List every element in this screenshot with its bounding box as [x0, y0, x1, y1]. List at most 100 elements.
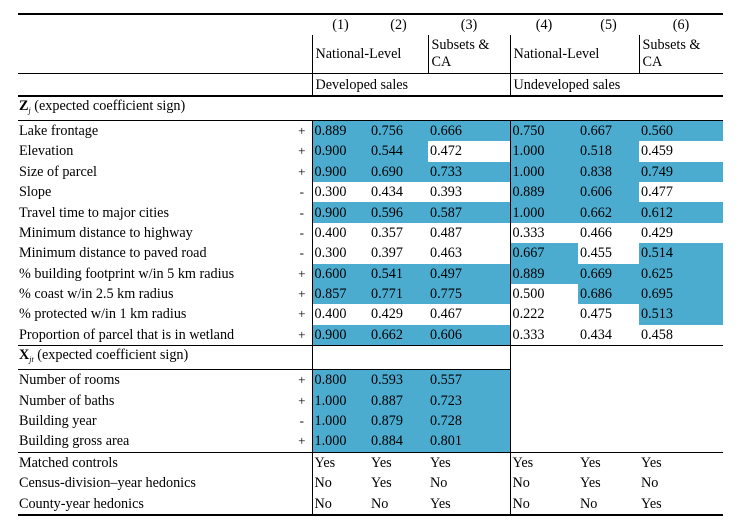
cell-value-col-6: 0.514 — [639, 243, 723, 264]
row-label: Number of baths — [19, 392, 115, 409]
cell-value-col-5: 0.455 — [580, 245, 612, 262]
footer-value-col-5: Yes — [580, 475, 601, 492]
cell-value-col-2: 0.690 — [369, 161, 428, 182]
cell-value-col-3: 0.393 — [430, 184, 462, 201]
footer-row: Matched controls Yes Yes Yes Yes Yes Yes — [18, 452, 723, 474]
undeveloped-sales-header: Undeveloped sales — [509, 73, 723, 97]
expected-sign: - — [299, 413, 304, 429]
expected-sign: - — [299, 245, 304, 261]
footer-value-col-6: Yes — [639, 493, 723, 516]
empty-cell — [578, 370, 639, 391]
z-row: % coast w/in 2.5 km radius +0.857 0.771 0.7… — [18, 283, 723, 305]
footer-value-col-3: No — [430, 475, 448, 492]
row-label: Size of parcel — [19, 163, 97, 180]
expected-sign: + — [292, 324, 312, 347]
expected-sign: + — [292, 431, 312, 453]
empty-cell — [578, 431, 639, 453]
empty-cell — [578, 411, 639, 431]
cell-value-col-3: 0.775 — [428, 283, 510, 305]
cell-value-col-6: 0.749 — [639, 161, 723, 182]
x-section-spacer-developed — [311, 345, 510, 371]
footer-value-col-2: No — [369, 493, 428, 516]
cell-value-col-5: 0.434 — [578, 324, 639, 347]
cell-value-col-3: 0.723 — [428, 390, 510, 411]
cell-value-col-1: 0.600 — [311, 263, 369, 284]
footer-value-col-6: No — [641, 475, 659, 492]
row-label: Number of rooms — [19, 372, 120, 389]
col-number-3: (3) — [428, 12, 510, 36]
cell-value-col-1: 0.900 — [311, 161, 369, 182]
cell-value-col-2: 0.884 — [369, 431, 428, 453]
cell-value-col-2: 0.879 — [369, 410, 428, 432]
empty-cell — [639, 411, 723, 431]
cell-value-col-2: 0.662 — [369, 324, 428, 347]
cell-value-col-1: 0.900 — [311, 202, 369, 223]
cell-value-col-3: 0.733 — [428, 161, 510, 182]
cell-value-col-5: 0.686 — [578, 283, 639, 305]
row-label: Building gross area — [18, 431, 292, 453]
footer-value-col-1: Yes — [311, 452, 369, 474]
subsets-header-2: Subsets & CA — [638, 35, 723, 75]
column-number-row: (1) (2) (3) (4) (5) (6) — [18, 12, 723, 36]
z-row: % protected w/in 1 km radius +0.400 0.429 0… — [18, 304, 723, 325]
empty-cell — [509, 431, 578, 453]
cell-value-col-3: 0.467 — [430, 306, 462, 323]
row-label: Matched controls — [19, 454, 118, 471]
expected-sign: + — [298, 143, 306, 159]
empty-cell — [639, 390, 723, 410]
cell-value-col-6: 0.459 — [641, 143, 673, 160]
row-label: % building footprint w/in 5 km radius — [19, 265, 235, 282]
cell-value-col-2: 0.357 — [371, 224, 403, 241]
cell-value-col-2: 0.756 — [369, 120, 428, 142]
footer-value-col-1: No — [311, 473, 369, 494]
x-section-label: Xjt (expected coefficient sign) — [18, 345, 312, 371]
national-level-header-1: National-Level — [311, 35, 428, 75]
z-row: Minimum distance to paved road -0.300 0.39… — [18, 243, 723, 264]
cell-value-col-2: 0.429 — [371, 306, 403, 323]
cell-value-col-2: 0.596 — [369, 202, 428, 223]
z-section-heading: Zj (expected coefficient sign) — [18, 95, 723, 121]
footer-value-col-4: No — [509, 493, 578, 516]
cell-value-col-6: 0.477 — [641, 184, 673, 201]
cell-value-col-3: 0.497 — [428, 263, 510, 284]
x-row: Number of baths +1.000 0.887 0.723 — [18, 390, 723, 411]
z-row: Travel time to major cities -0.900 0.596 0.… — [18, 202, 723, 223]
developed-sales-header: Developed sales — [311, 73, 510, 97]
row-label: Travel time to major cities — [19, 204, 169, 221]
cell-value-col-5: 0.518 — [578, 141, 639, 162]
expected-sign: + — [298, 372, 306, 388]
cell-value-col-2: 0.593 — [369, 369, 428, 391]
x-row: Number of rooms +0.800 0.593 0.557 — [18, 369, 723, 391]
z-row: Slope -0.300 0.434 0.393 0.889 0.606 0.477 — [18, 181, 723, 203]
expected-sign: + — [298, 265, 306, 281]
cell-value-col-1: 1.000 — [311, 390, 369, 411]
footer-value-col-3: Yes — [430, 454, 451, 471]
z-row: % building footprint w/in 5 km radius +0.… — [18, 263, 723, 284]
cell-value-col-3: 0.472 — [430, 143, 462, 160]
row-label: Lake frontage — [19, 122, 99, 139]
row-label: County-year hedonics — [18, 493, 292, 516]
footer-value-col-5: No — [578, 493, 639, 516]
row-label: Elevation — [19, 143, 74, 160]
cell-value-col-1: 0.800 — [311, 369, 369, 391]
expected-sign: + — [298, 163, 306, 179]
cell-value-col-5: 0.667 — [578, 120, 639, 142]
empty-cell — [509, 390, 578, 411]
footer-value-col-4: Yes — [509, 452, 578, 474]
cell-value-col-1: 0.900 — [311, 324, 369, 347]
cell-value-col-3: 0.606 — [428, 324, 510, 347]
empty-sign — [292, 473, 312, 493]
cell-value-col-1: 0.857 — [311, 283, 369, 305]
empty-cell — [639, 370, 723, 391]
footer-row: Census-division–year hedonics No Yes No No Ye… — [18, 473, 723, 494]
cell-value-col-4: 0.333 — [509, 222, 578, 244]
row-label: % coast w/in 2.5 km radius — [19, 286, 174, 303]
col-number-4: (4) — [510, 12, 578, 36]
subsets-header-1: Subsets & CA — [427, 35, 510, 75]
cell-value-col-5: 0.475 — [580, 306, 612, 323]
z-section-label: Zj (expected coefficient sign) — [18, 95, 723, 121]
empty-cell — [578, 390, 639, 410]
cell-value-col-4: 1.000 — [509, 141, 578, 162]
cell-value-col-1: 0.400 — [311, 222, 369, 244]
results-table: (1) (2) (3) (4) (5) (6) National-Level S… — [18, 12, 723, 516]
